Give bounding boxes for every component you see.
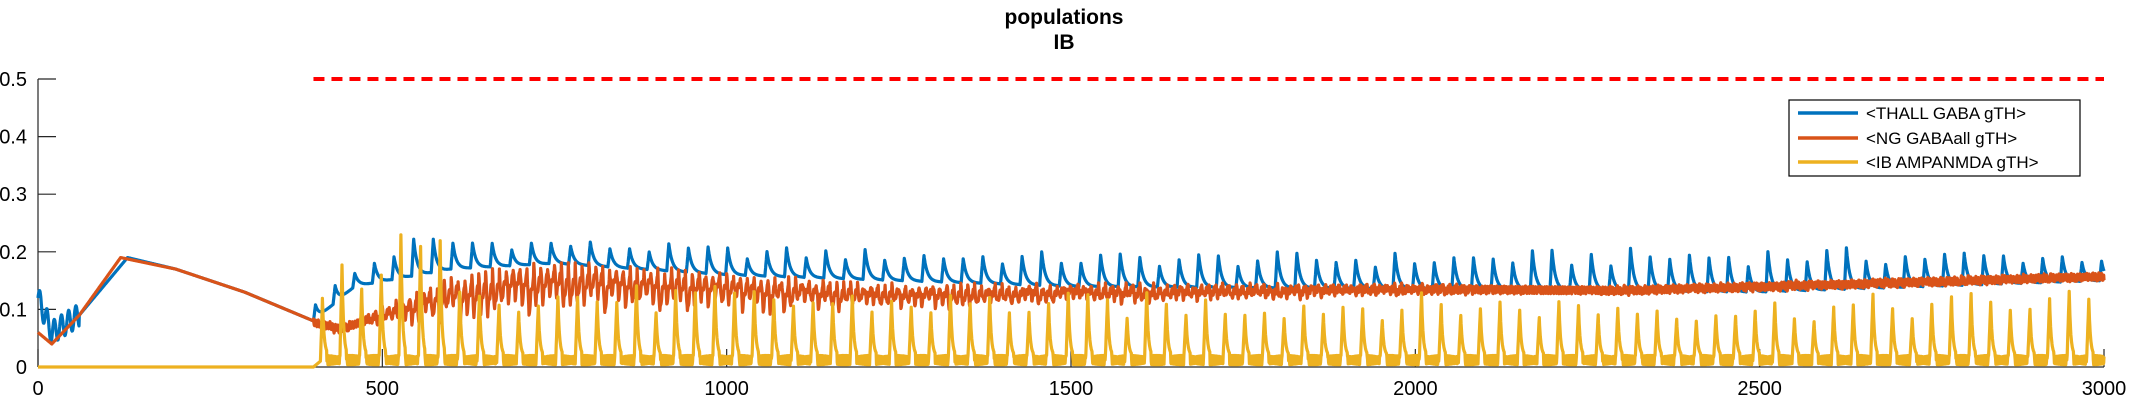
y-tick-label: 0.3 [0, 184, 27, 206]
series-layer [36, 233, 2106, 369]
axes: 0 500 1000 1500 2000 2500 3000 0 0.1 0.2 0.3 0.4 0.5 [0, 69, 2126, 400]
y-tick-label: 0.4 [0, 127, 27, 149]
y-tick-label: 0.5 [0, 69, 27, 91]
x-tick-label: 2000 [1393, 378, 1438, 400]
x-tick-label: 2500 [1737, 378, 1782, 400]
x-tick-label: 3000 [2082, 378, 2127, 400]
series-line-ib-ampanmda-gth [36, 233, 2106, 369]
legend-label-ib-ampanmda: <IB AMPANMDA gTH> [1866, 153, 2039, 172]
y-tick-label: 0.1 [0, 299, 27, 321]
x-tick-label: 1000 [704, 378, 749, 400]
chart-title: populations [1005, 6, 1124, 29]
legend-label-ng-gabaall: <NG GABAall gTH> [1866, 129, 2017, 148]
legend-label-thall-gaba: <THALL GABA gTH> [1866, 104, 2026, 123]
y-tick-label: 0 [16, 357, 27, 379]
chart-subtitle: IB [1054, 31, 1075, 54]
x-tick-label: 1500 [1049, 378, 1094, 400]
y-tick-label: 0.2 [0, 242, 27, 264]
x-tick-label: 500 [366, 378, 399, 400]
x-tick-label: 0 [32, 378, 43, 400]
legend: <THALL GABA gTH> <NG GABAall gTH> <IB AM… [1788, 99, 2081, 177]
